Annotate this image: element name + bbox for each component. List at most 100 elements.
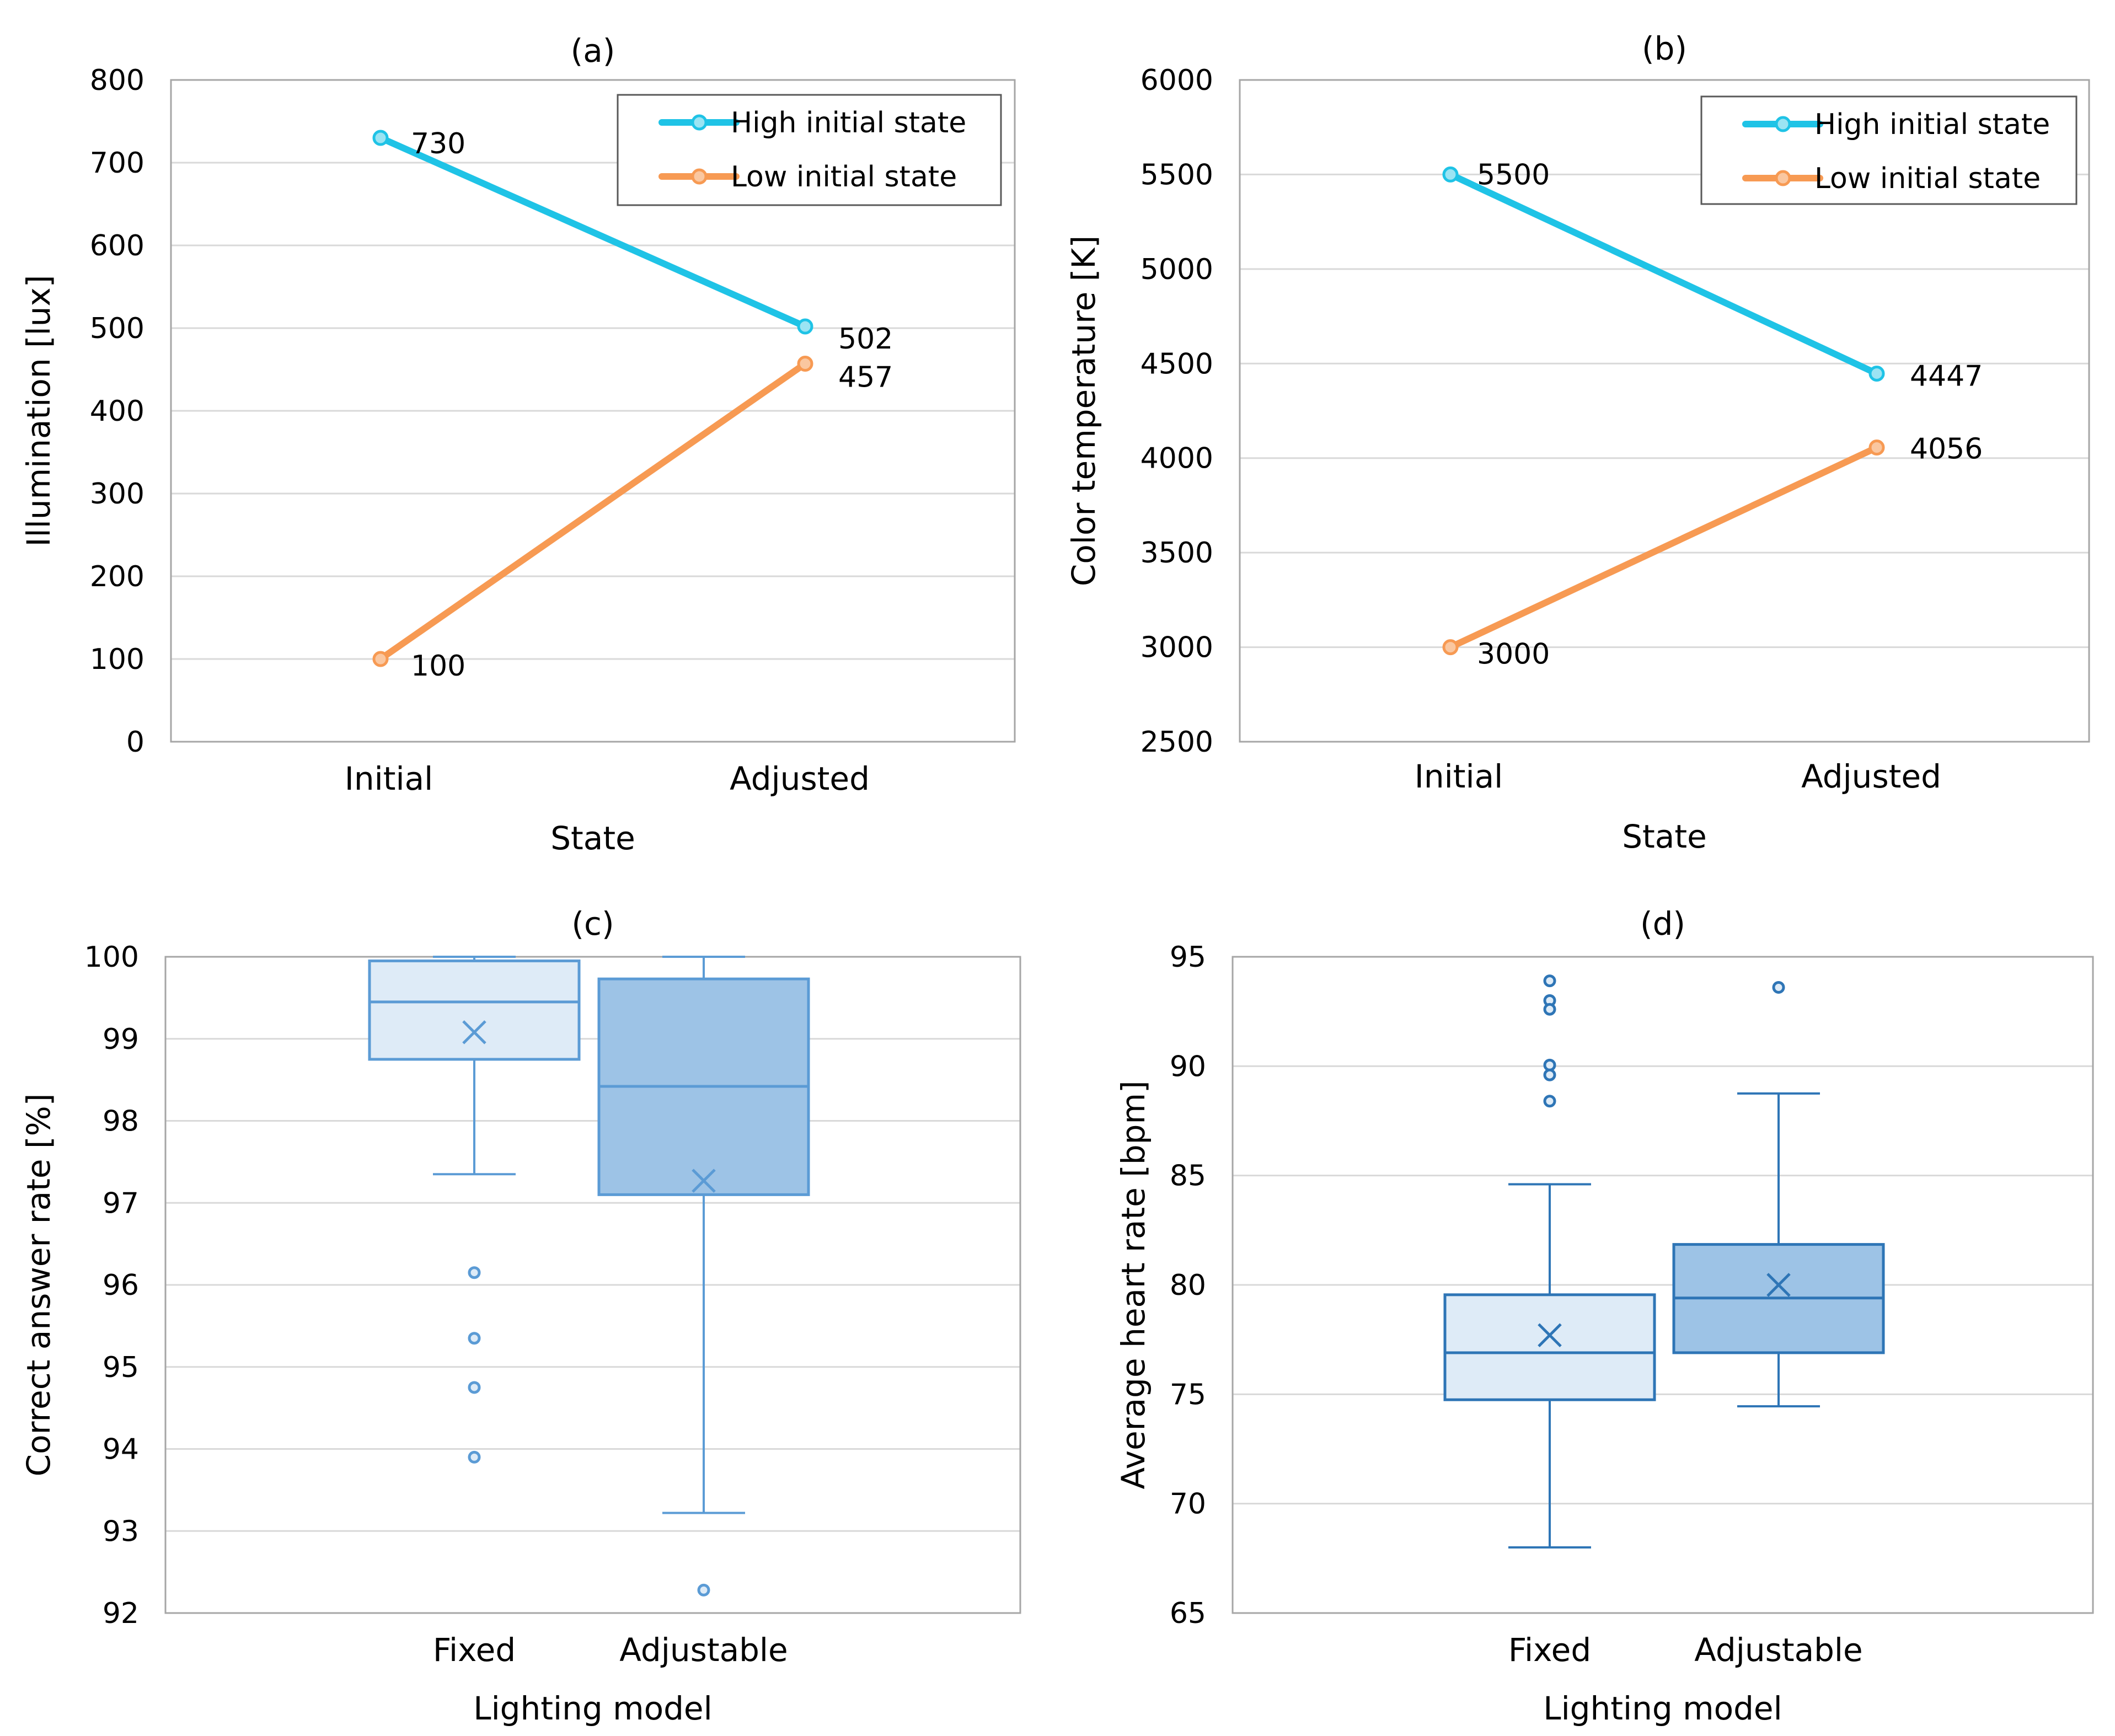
y-axis-title: Illumination [lux] <box>20 275 57 547</box>
mean-marker <box>1538 1323 1562 1347</box>
legend-swatch-marker <box>691 114 708 131</box>
panel-title: (c) <box>571 905 614 942</box>
y-tick-label: 97 <box>103 1187 139 1220</box>
y-tick-label: 4500 <box>1141 347 1213 381</box>
y-tick-label: 98 <box>103 1105 139 1138</box>
line-chart-a: 0 100 200 300 400 500 600 700 800 Initial Adjusted… <box>20 32 1016 857</box>
x-axis-title: State <box>550 819 635 857</box>
y-tick-label: 100 <box>84 941 139 974</box>
y-tick-label: 200 <box>90 560 144 593</box>
outlier-point <box>468 1266 481 1279</box>
legend-box <box>1700 95 2077 205</box>
data-label: 4447 <box>1910 360 1983 393</box>
panel-title: (d) <box>1640 905 1685 942</box>
y-tick-label: 99 <box>103 1023 139 1056</box>
outlier-point <box>1543 1058 1556 1071</box>
outlier-point <box>1543 974 1556 988</box>
y-tick-label: 94 <box>103 1433 139 1466</box>
y-tick-label: 600 <box>90 229 144 262</box>
outlier-point <box>697 1583 710 1596</box>
legend-label: High initial state <box>1814 108 2050 141</box>
y-tick-label: 75 <box>1170 1378 1206 1411</box>
data-label: 100 <box>411 650 465 683</box>
legend-label: High initial state <box>731 106 966 140</box>
outlier-point <box>468 1332 481 1345</box>
panel-title: (b) <box>1642 30 1687 67</box>
x-category-label: Fixed <box>1508 1631 1591 1669</box>
outlier-point <box>1543 1068 1556 1081</box>
x-axis-title: State <box>1622 818 1707 855</box>
y-tick-label: 300 <box>90 478 144 511</box>
data-label: 502 <box>838 323 893 356</box>
mean-marker <box>462 1020 486 1044</box>
y-tick-label: 96 <box>103 1269 139 1302</box>
plot-area-border <box>170 79 1016 743</box>
x-axis-title: Lighting model <box>1543 1690 1782 1727</box>
outlier-point <box>1543 1003 1556 1016</box>
data-point <box>797 318 813 335</box>
x-category-label: Initial <box>345 760 433 797</box>
x-category-label: Fixed <box>433 1631 516 1669</box>
legend-swatch-marker <box>1775 170 1791 186</box>
outlier-point <box>468 1381 481 1394</box>
legend-box <box>617 94 1002 206</box>
y-tick-label: 0 <box>126 726 144 759</box>
series-line-high <box>377 135 808 330</box>
mean-marker <box>692 1169 716 1193</box>
data-label: 5500 <box>1477 158 1550 191</box>
legend-swatch-marker <box>1775 116 1791 132</box>
x-category-label: Adjustable <box>1694 1631 1862 1669</box>
y-tick-label: 5500 <box>1141 158 1213 191</box>
y-axis-title: Average heart rate [bpm] <box>1115 1080 1152 1489</box>
legend: High initial state Low initial state <box>1700 95 2077 205</box>
y-tick-label: 95 <box>1170 941 1206 974</box>
y-tick-label: 4000 <box>1141 442 1213 475</box>
x-category-label: Adjustable <box>619 1631 788 1669</box>
y-tick-label: 93 <box>103 1515 139 1548</box>
box-chart-c: 92 93 94 95 96 97 98 99 100 Fixed Adjustable (c) Lig… <box>20 905 1021 1727</box>
box-fixed <box>368 956 581 1464</box>
data-point <box>1868 365 1885 382</box>
box-adjustable <box>1672 981 1885 1408</box>
y-tick-label: 95 <box>103 1351 139 1384</box>
y-tick-label: 70 <box>1170 1488 1206 1521</box>
series-line-high <box>1447 171 1880 377</box>
y-tick-label: 6000 <box>1141 64 1213 97</box>
y-tick-label: 90 <box>1170 1050 1206 1083</box>
box-adjustable <box>597 956 810 1596</box>
x-category-label: Initial <box>1415 758 1503 795</box>
legend-swatch-marker <box>691 168 708 185</box>
outlier-point <box>468 1450 481 1464</box>
data-point <box>797 356 813 372</box>
y-axis-title: Correct answer rate [%] <box>20 1094 57 1477</box>
data-label: 3000 <box>1477 638 1550 671</box>
plot-area-border <box>1239 79 2090 743</box>
outlier-point <box>1543 1095 1556 1108</box>
legend-label: Low initial state <box>731 160 957 194</box>
y-tick-label: 65 <box>1170 1597 1206 1630</box>
y-tick-label: 400 <box>90 395 144 428</box>
data-point <box>1442 166 1459 183</box>
box-chart-d: 65 70 75 80 85 90 95 Fixed Adjustable (d) Lighting… <box>1115 905 2094 1727</box>
series-line-low <box>377 360 808 662</box>
y-tick-label: 800 <box>90 64 144 97</box>
data-point <box>372 651 389 667</box>
y-tick-label: 500 <box>90 312 144 345</box>
plot-area-border <box>1231 956 2094 1614</box>
legend-label: Low initial state <box>1814 162 2041 195</box>
panel-title: (a) <box>571 32 615 69</box>
data-point <box>1442 639 1459 656</box>
y-tick-label: 80 <box>1170 1269 1206 1302</box>
x-category-label: Adjusted <box>730 760 870 797</box>
y-tick-label: 85 <box>1170 1160 1206 1193</box>
y-tick-label: 2500 <box>1141 726 1213 759</box>
iqr-box <box>368 959 581 1061</box>
mean-marker <box>1766 1273 1791 1297</box>
plot-area-border <box>164 956 1021 1614</box>
data-point <box>1868 440 1885 456</box>
y-tick-label: 92 <box>103 1597 139 1630</box>
y-tick-label: 5000 <box>1141 253 1213 286</box>
y-axis-title: Color temperature [K] <box>1065 235 1102 586</box>
iqr-box <box>1443 1293 1656 1401</box>
